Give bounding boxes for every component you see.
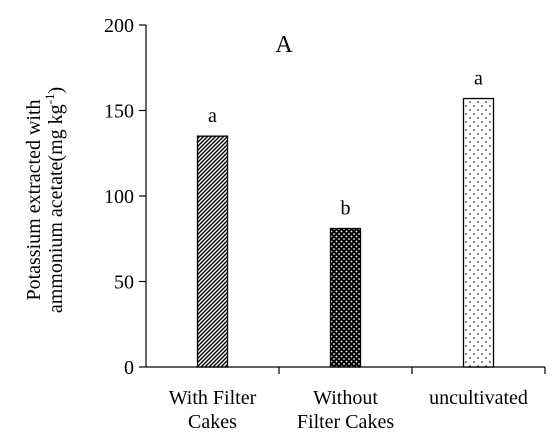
- y-axis-title-line2-close: ): [45, 87, 67, 94]
- x-tick-label: Cakes: [188, 411, 237, 433]
- x-tick-label: Filter Cakes: [297, 411, 394, 433]
- bar: [329, 227, 362, 368]
- significance-letters: a b a: [208, 68, 483, 220]
- y-axis-title-line2: ammonium acetate(mg kg-1): [42, 87, 67, 313]
- x-tick-label: uncultivated: [429, 387, 528, 409]
- y-tick-label: 0: [124, 357, 134, 379]
- y-axis-title-line1: Potassium extracted with: [23, 99, 45, 300]
- significance-letter: a: [474, 68, 483, 90]
- y-tick-label: 50: [114, 272, 134, 294]
- bar: [462, 97, 495, 368]
- x-tick-label: With Filter: [169, 387, 257, 409]
- significance-letter: a: [208, 105, 217, 127]
- bar: [196, 135, 229, 368]
- y-tick-label: 150: [104, 101, 134, 123]
- y-axis-title-superscript: -1: [42, 94, 57, 105]
- y-axis-title-line2-text: ammonium acetate(mg kg: [45, 104, 67, 313]
- bars: [196, 97, 495, 368]
- y-ticks: 0 50 100 150 200: [104, 15, 146, 379]
- x-ticks: [278, 367, 546, 374]
- panel-label: A: [275, 32, 293, 58]
- y-tick-label: 200: [104, 15, 134, 37]
- significance-letter: b: [341, 197, 351, 219]
- y-tick-label: 100: [104, 186, 134, 208]
- y-axis-title: Potassium extracted with ammonium acetat…: [23, 87, 67, 313]
- x-tick-label: Without: [313, 387, 378, 409]
